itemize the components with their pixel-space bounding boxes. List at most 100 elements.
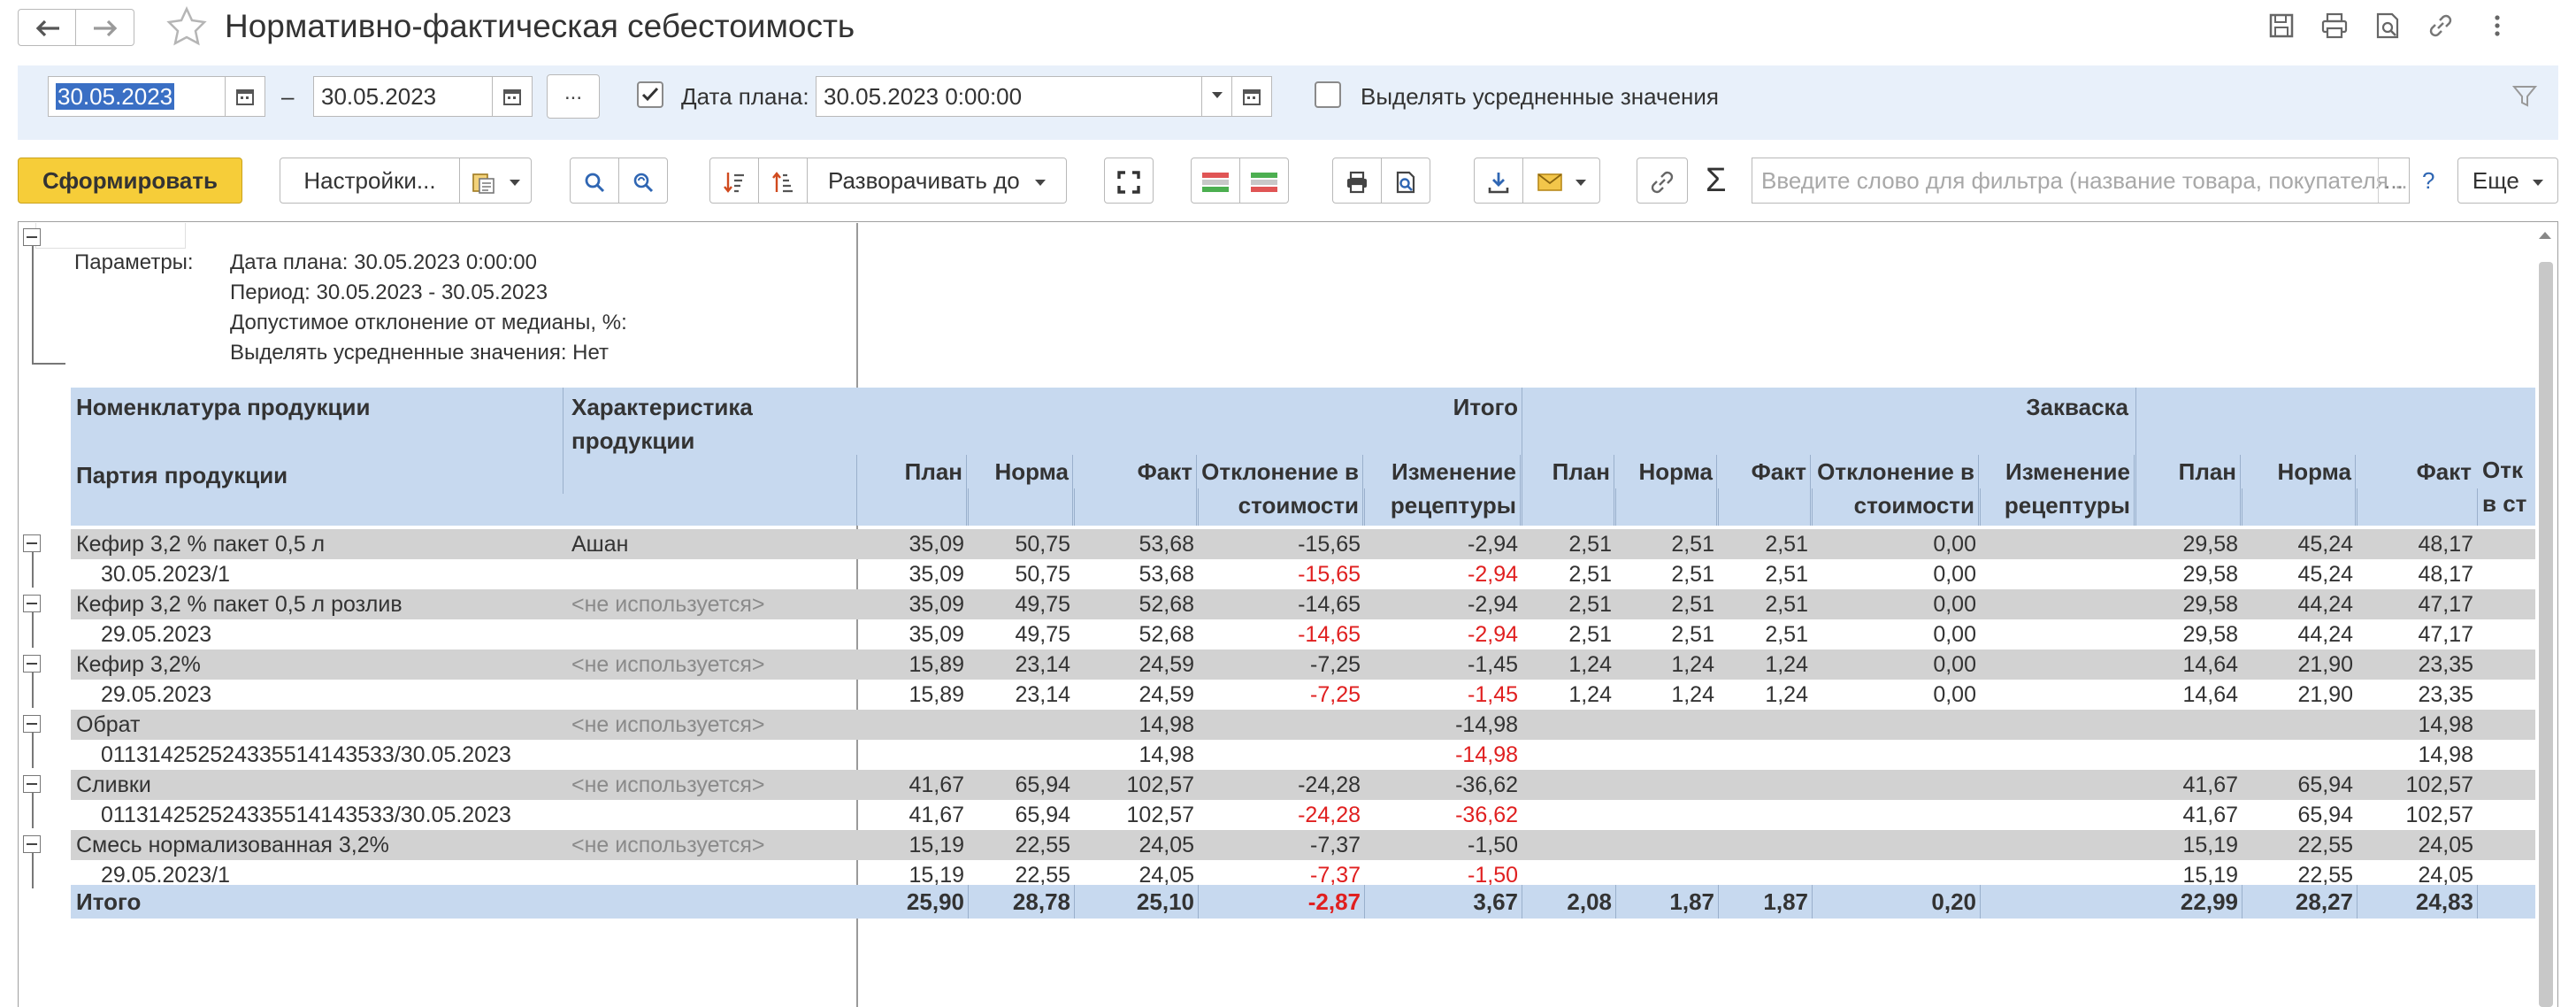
value-cell: 45,24	[2297, 532, 2353, 557]
table-row[interactable]: 29.05.2023/1 15,19 22,55 24,05 -7,37 -1,50 15,…	[71, 860, 2535, 890]
header-col-divider	[1364, 488, 1365, 526]
plan-date-calendar-button[interactable]	[1231, 76, 1272, 117]
table-row[interactable]: 30.05.2023/1 35,09 50,75 53,68 -15,65 -2,94 2,…	[71, 559, 2535, 589]
collapse-row-icon[interactable]	[23, 655, 41, 673]
settings-button[interactable]: Настройки...	[280, 158, 460, 204]
header-subcol-divider	[1810, 455, 1811, 526]
sum-sigma-icon[interactable]: Σ	[1706, 162, 1727, 199]
print-button[interactable]	[1332, 158, 1382, 204]
expand-to-button[interactable]: Разворачивать до	[807, 158, 1067, 204]
help-button[interactable]: ?	[2422, 167, 2435, 194]
row-name: Сливки	[76, 773, 151, 797]
row-name: Кефир 3,2%	[76, 652, 201, 677]
find-next-button[interactable]	[618, 158, 668, 204]
send-email-button[interactable]	[1522, 158, 1600, 204]
header-subcol-divider	[2355, 455, 2356, 526]
header-recipe-change: Изменение рецептуры	[2004, 458, 2130, 519]
search-next-icon	[633, 173, 654, 193]
table-group-row[interactable]: Кефир 3,2 % пакет 0,5 л розлив <не исполь…	[71, 589, 2535, 619]
generate-button[interactable]: Сформировать	[18, 158, 242, 204]
table-group-row[interactable]: Кефир 3,2 % пакет 0,5 л Ашан 35,09 50,75 53,…	[71, 529, 2535, 559]
table-group-row[interactable]: Смесь нормализованная 3,2% <не использует…	[71, 830, 2535, 860]
collapse-params-icon[interactable]	[23, 228, 41, 246]
collapse-row-icon[interactable]	[23, 595, 41, 612]
find-button[interactable]	[570, 158, 619, 204]
value-cell: 53,68	[1138, 562, 1194, 587]
header-group-total: Итого	[1453, 394, 1518, 420]
chevron-down-icon	[1575, 179, 1586, 186]
table-row[interactable]: 29.05.2023 15,89 23,14 24,59 -7,25 -1,45 1,24 1…	[71, 680, 2535, 710]
preview-icon[interactable]	[2373, 11, 2403, 41]
value-cell: -24,28	[1298, 773, 1361, 797]
forward-button[interactable]	[76, 9, 134, 46]
scroll-up-arrow[interactable]	[2539, 232, 2551, 239]
value-cell: 0,00	[1933, 622, 1976, 647]
date-to-field[interactable]: 30.05.2023	[313, 76, 494, 117]
collapse-row-icon[interactable]	[23, 835, 41, 853]
period-select-button[interactable]: ...	[547, 74, 600, 119]
header-subcol-divider	[1716, 455, 1717, 526]
date-from-calendar-button[interactable]	[225, 76, 265, 117]
value-cell: 21,90	[2297, 682, 2353, 707]
filter-icon[interactable]	[2512, 85, 2537, 108]
table-group-row[interactable]: Кефир 3,2% <не используется> 15,89 23,14 24,…	[71, 650, 2535, 680]
save-icon[interactable]	[2266, 11, 2296, 41]
value-cell: 1,24	[1568, 682, 1612, 707]
value-cell: 102,57	[1126, 773, 1194, 797]
print-icon[interactable]	[2319, 11, 2350, 41]
collapse-row-icon[interactable]	[23, 775, 41, 793]
variants-button[interactable]	[459, 158, 532, 204]
date-to-calendar-button[interactable]	[492, 76, 533, 117]
value-cell: 15,89	[908, 682, 964, 707]
corner-cell	[35, 223, 186, 249]
value-cell: 24,05	[1138, 833, 1194, 857]
value-cell: -1,50	[1468, 863, 1518, 888]
collapse-row-icon[interactable]	[23, 715, 41, 733]
highlight-decrease-button[interactable]	[1191, 158, 1240, 204]
table-row[interactable]: 29.05.2023 35,09 49,75 52,68 -14,65 -2,94 2,51…	[71, 619, 2535, 650]
table-row[interactable]: 011314252524335514143533/30.05.2023 14,98…	[71, 740, 2535, 770]
table-group-row[interactable]: Обрат <не используется> 14,98 -14,98 14,98	[71, 710, 2535, 740]
vertical-scrollbar[interactable]	[2539, 262, 2553, 1007]
row-characteristic: <не используется>	[571, 712, 765, 737]
total-value-cell: 22,99	[2180, 888, 2238, 915]
table-group-row[interactable]: Сливки <не используется> 41,67 65,94 102,57 -…	[71, 770, 2535, 800]
back-button[interactable]	[18, 9, 76, 46]
sort-asc-button[interactable]	[758, 158, 808, 204]
favorite-star-icon[interactable]	[165, 5, 209, 48]
total-row[interactable]: Итого	[71, 885, 2535, 919]
period-dash: –	[281, 83, 295, 110]
value-cell: -2,94	[1468, 622, 1518, 647]
group-bracket	[32, 793, 34, 828]
fullscreen-button[interactable]	[1104, 158, 1154, 204]
plan-date-checkbox[interactable]	[637, 81, 663, 108]
sort-desc-button[interactable]	[709, 158, 759, 204]
header-batch: Партия продукции	[76, 462, 288, 488]
avg-values-checkbox[interactable]	[1315, 81, 1341, 108]
arrow-right-icon	[94, 19, 118, 37]
get-link-button[interactable]	[1637, 158, 1688, 204]
collapse-row-icon[interactable]	[23, 534, 41, 552]
plan-date-field[interactable]: 30.05.2023 0:00:00	[816, 76, 1203, 117]
table-row[interactable]: 011314252524335514143533/30.05.2023 41,67…	[71, 800, 2535, 830]
filter-search-input[interactable]: Введите слово для фильтра (название това…	[1752, 158, 2410, 204]
search-more-button[interactable]: ...	[2378, 158, 2409, 203]
print-icon	[1347, 172, 1367, 194]
row-name: 29.05.2023/1	[101, 863, 230, 888]
header-norm: Норма	[2277, 458, 2351, 485]
link-icon[interactable]	[2426, 11, 2456, 41]
value-cell: 52,68	[1138, 592, 1194, 617]
save-to-file-button[interactable]	[1474, 158, 1523, 204]
more-button[interactable]: Еще	[2457, 158, 2558, 204]
more-vertical-icon[interactable]	[2482, 11, 2512, 41]
value-cell: 49,75	[1015, 592, 1070, 617]
date-from-field[interactable]: 30.05.2023	[48, 76, 226, 117]
chevron-down-icon	[1034, 179, 1046, 186]
print-preview-button[interactable]	[1381, 158, 1430, 204]
value-cell: -1,50	[1468, 833, 1518, 857]
filter-search-placeholder: Введите слово для фильтра (название това…	[1761, 167, 2410, 194]
plan-date-dropdown-button[interactable]	[1201, 76, 1233, 117]
row-name: 29.05.2023	[101, 622, 212, 647]
value-cell: 1,24	[1568, 652, 1612, 677]
highlight-increase-button[interactable]	[1239, 158, 1289, 204]
